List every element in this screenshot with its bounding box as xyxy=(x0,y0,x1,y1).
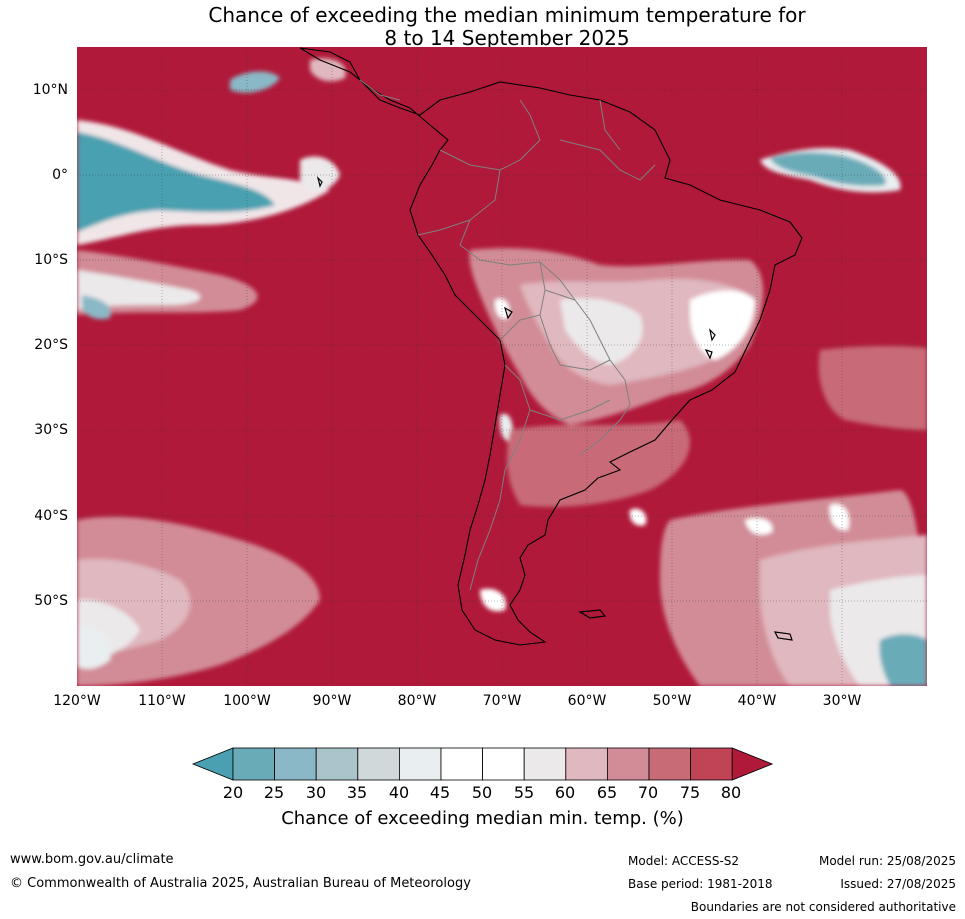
colorbar-tick-65: 65 xyxy=(596,783,618,802)
colorbar-tick-50: 50 xyxy=(471,783,493,802)
website-link[interactable]: www.bom.gov.au/climate xyxy=(10,852,174,867)
lon-label-40w: 40°W xyxy=(737,693,777,709)
colorbar-extend-low xyxy=(191,747,234,781)
colorbar-tick-35: 35 xyxy=(346,783,368,802)
colorbar-bin-65 xyxy=(607,747,650,781)
lat-label-50s: 50°S xyxy=(34,593,68,609)
colorbar-tick-40: 40 xyxy=(388,783,410,802)
lon-label-110w: 110°W xyxy=(138,693,186,709)
colorbar-tick-60: 60 xyxy=(554,783,576,802)
colorbar-bin-55 xyxy=(523,747,567,781)
colorbar-tick-75: 75 xyxy=(679,783,701,802)
lakes-islands xyxy=(316,176,793,641)
colorbar-bin-45 xyxy=(440,747,483,781)
colorbar-bin-20 xyxy=(232,747,275,781)
colorbar-label: Chance of exceeding median min. temp. (%… xyxy=(281,808,684,829)
colorbar-bin-60 xyxy=(565,747,608,781)
boundary-disclaimer: Boundaries are not considered authoritat… xyxy=(690,900,956,914)
country-borders xyxy=(359,79,656,591)
copyright-text: © Commonwealth of Australia 2025, Austra… xyxy=(10,876,471,891)
title-line-1: Chance of exceeding the median minimum t… xyxy=(208,3,806,27)
colorbar-bin-70 xyxy=(648,747,691,781)
colorbar-tick-45: 45 xyxy=(429,783,451,802)
lat-label-10n: 10°N xyxy=(32,82,68,98)
chart-title: Chance of exceeding the median minimum t… xyxy=(0,4,965,50)
colorbar-bin-35 xyxy=(357,747,400,781)
colorbar-bin-75 xyxy=(690,747,733,781)
lat-label-20s: 20°S xyxy=(34,337,68,353)
colorbar-tick-20: 20 xyxy=(222,783,244,802)
issued-date: Issued: 27/08/2025 xyxy=(840,877,956,891)
colorbar-bin-50 xyxy=(482,747,525,781)
lat-label-0: 0° xyxy=(52,167,68,183)
lat-label-30s: 30°S xyxy=(34,422,68,438)
lon-label-80w: 80°W xyxy=(397,693,437,709)
model-name: Model: ACCESS-S2 xyxy=(628,854,740,868)
south-america-coastline xyxy=(299,47,803,646)
lon-label-30w: 30°W xyxy=(822,693,862,709)
lon-label-60w: 60°W xyxy=(567,693,607,709)
graticule xyxy=(77,47,927,686)
lon-label-120w: 120°W xyxy=(53,693,101,709)
colorbar xyxy=(191,747,774,781)
colorbar-bin-25 xyxy=(274,747,317,781)
lon-label-70w: 70°W xyxy=(482,693,522,709)
colorbar-bin-40 xyxy=(398,747,442,781)
lon-label-100w: 100°W xyxy=(223,693,271,709)
lon-label-50w: 50°W xyxy=(652,693,692,709)
base-period: Base period: 1981-2018 xyxy=(628,877,773,891)
lon-label-90w: 90°W xyxy=(312,693,352,709)
colorbar-bin-30 xyxy=(315,747,359,781)
lat-label-10s: 10°S xyxy=(34,252,68,268)
colorbar-tick-30: 30 xyxy=(305,783,327,802)
colorbar-extend-high xyxy=(731,747,774,781)
model-run-date: Model run: 25/08/2025 xyxy=(818,854,956,868)
lat-label-40s: 40°S xyxy=(34,508,68,524)
title-line-2: 8 to 14 September 2025 xyxy=(384,26,630,50)
colorbar-tick-70: 70 xyxy=(637,783,659,802)
colorbar-tick-80: 80 xyxy=(720,783,742,802)
probability-map xyxy=(77,47,927,686)
colorbar-tick-25: 25 xyxy=(263,783,285,802)
colorbar-tick-55: 55 xyxy=(513,783,535,802)
